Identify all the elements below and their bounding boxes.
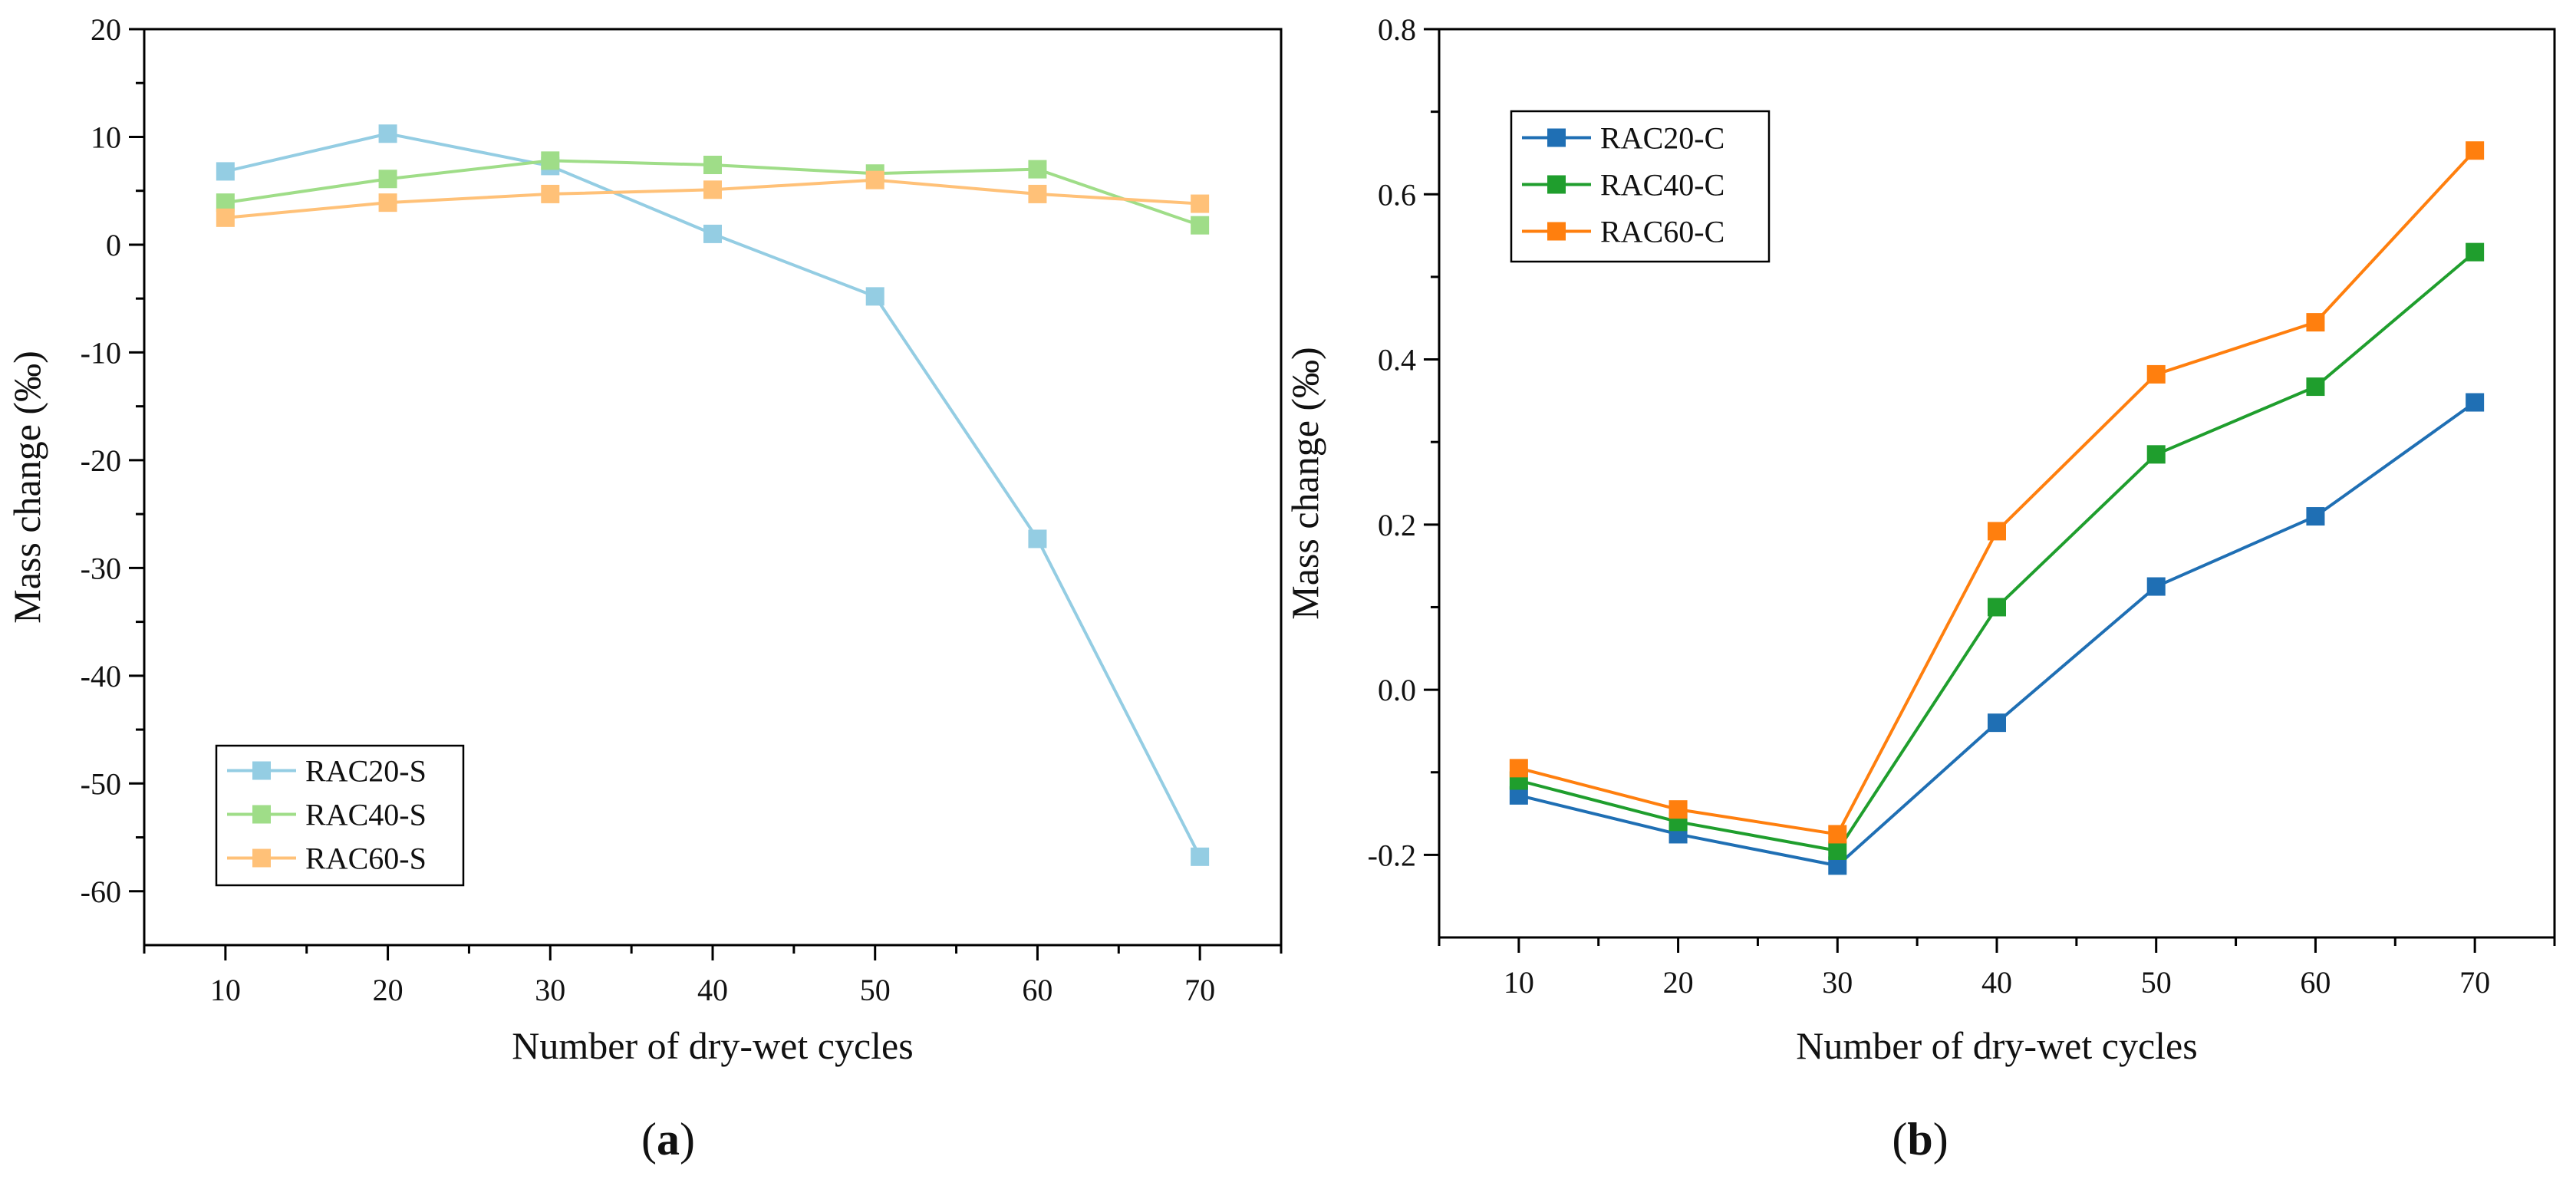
data-point-RAC20-S <box>216 162 235 181</box>
legend-label: RAC40-S <box>305 798 427 832</box>
legend-label: RAC60-S <box>305 842 427 876</box>
legend-label: RAC20-C <box>1600 121 1724 156</box>
panel-a-chart: 10 20 30 40 50 60 70 20 10 0 -10 -20 -30 -40 -50 -60 Num… <box>5 12 1283 1165</box>
panel-caption: (a) <box>641 1114 695 1165</box>
panel-caption: (b) <box>1892 1114 1948 1165</box>
data-point-RAC60-C <box>2146 364 2166 384</box>
data-point-RAC60-C <box>1988 522 2006 541</box>
x-tick-label: 70 <box>1184 973 1215 1007</box>
y-tick-label: -30 <box>81 551 121 585</box>
data-point-RAC40-S <box>703 155 722 174</box>
data-point-RAC60-C <box>2466 141 2485 160</box>
y-tick-label: 0 <box>106 228 121 262</box>
panel-b-chart: 10 20 30 40 50 60 70 0.8 0.6 0.4 0.2 0.0 -0.2 Number … <box>1283 12 2556 1165</box>
x-tick-label: 60 <box>1022 973 1052 1007</box>
x-axis-title: Number of dry-wet cycles <box>512 1024 913 1067</box>
y-tick-label: 0.8 <box>1378 12 1416 47</box>
legend-swatch-marker <box>1547 128 1566 147</box>
y-tick-label: 10 <box>91 120 121 154</box>
y-tick-label: -50 <box>81 766 121 801</box>
x-axis-title: Number of dry-wet cycles <box>1796 1024 2197 1067</box>
data-point-RAC60-S <box>1028 184 1047 203</box>
data-point-RAC20-S <box>703 224 722 243</box>
y-tick-label: -60 <box>81 875 121 909</box>
x-tick-label: 30 <box>535 973 565 1007</box>
x-tick-label: 30 <box>1822 965 1853 1000</box>
y-axis-title: Mass change (‰) <box>1283 347 1326 619</box>
x-tick-label: 20 <box>373 973 404 1007</box>
data-point-RAC20-C <box>2466 393 2485 412</box>
y-tick-label: -40 <box>81 659 121 693</box>
legend-label: RAC60-C <box>1600 215 1724 249</box>
data-point-RAC60-C <box>1828 825 1847 844</box>
x-tick-label: 40 <box>1981 965 2012 1000</box>
x-tick-label: 70 <box>2459 965 2490 1000</box>
data-point-RAC60-S <box>541 184 560 203</box>
x-tick-label: 10 <box>1504 965 1534 1000</box>
data-point-RAC60-S <box>216 208 235 227</box>
series-line-RAC20-C <box>1518 400 2476 868</box>
x-tick-label: 20 <box>1663 965 1694 1000</box>
y-tick-label: 0.6 <box>1378 177 1416 212</box>
y-axis-title: Mass change (‰) <box>5 351 48 623</box>
x-tick-label: 50 <box>860 973 891 1007</box>
x-tick-label: 40 <box>697 973 728 1007</box>
legend-swatch-marker <box>1547 175 1566 194</box>
data-point-RAC40-C <box>2306 377 2325 397</box>
data-point-RAC20-S <box>378 124 397 143</box>
data-point-RAC20-C <box>2306 507 2325 526</box>
legend-swatch-marker <box>252 848 271 868</box>
x-tick-label: 10 <box>210 973 241 1007</box>
y-tick-label: -10 <box>81 335 121 370</box>
data-point-RAC40-C <box>2146 445 2166 464</box>
data-point-RAC40-S <box>1028 160 1047 179</box>
data-point-RAC60-C <box>1509 759 1528 778</box>
legend-swatch-marker <box>252 805 271 824</box>
y-tick-label: 20 <box>91 12 121 47</box>
data-point-RAC40-S <box>378 170 397 189</box>
legend-swatch-marker <box>1547 222 1566 241</box>
data-point-RAC40-C <box>2466 242 2485 262</box>
data-point-RAC40-C <box>1828 841 1847 860</box>
data-point-RAC20-S <box>1191 847 1210 866</box>
legend-swatch-marker <box>252 761 271 780</box>
data-point-RAC20-S <box>865 287 884 306</box>
data-point-RAC20-C <box>2146 577 2166 596</box>
y-tick-label: 0.4 <box>1378 343 1416 377</box>
y-tick-label: 0.0 <box>1378 673 1416 707</box>
data-point-RAC60-C <box>2306 313 2325 332</box>
legend-label: RAC40-C <box>1600 168 1724 203</box>
data-point-RAC20-S <box>1028 529 1047 549</box>
data-point-RAC60-S <box>865 170 884 189</box>
legend-label: RAC20-S <box>305 754 427 789</box>
data-point-RAC40-S <box>1191 216 1210 235</box>
data-point-RAC60-S <box>1191 194 1210 213</box>
data-point-RAC40-C <box>1988 598 2006 617</box>
y-tick-label: -0.2 <box>1368 838 1416 872</box>
y-tick-label: -20 <box>81 443 121 478</box>
x-tick-label: 50 <box>2141 965 2172 1000</box>
data-point-RAC20-C <box>1988 713 2006 733</box>
data-point-RAC60-S <box>703 180 722 199</box>
y-tick-label: 0.2 <box>1378 508 1416 542</box>
data-point-RAC40-S <box>541 151 560 170</box>
data-point-RAC60-C <box>1668 800 1688 819</box>
x-tick-label: 60 <box>2300 965 2331 1000</box>
data-point-RAC60-S <box>378 193 397 212</box>
series-line-RAC40-C <box>1518 251 2476 852</box>
